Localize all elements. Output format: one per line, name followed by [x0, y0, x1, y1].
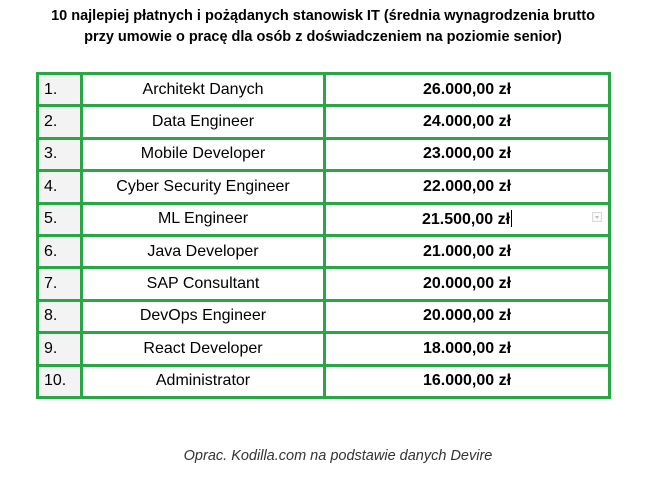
row-number-cell[interactable]: 4.	[36, 169, 83, 205]
table-row: 3. Mobile Developer 23.000,00 zł	[36, 136, 611, 173]
salary-cell[interactable]: 18.000,00 zł	[323, 331, 611, 367]
row-number-cell[interactable]: 1.	[36, 71, 83, 108]
salary-value: 21.500,00 zł	[421, 210, 511, 228]
table-row: 6. Java Developer 21.000,00 zł	[36, 233, 611, 270]
title-line-2: przy umowie o pracę dla osób z doświadcz…	[84, 29, 562, 45]
table-row: 1. Architekt Danych 26.000,00 zł	[36, 71, 611, 108]
table-row: 5. ML Engineer 21.500,00 zł	[36, 201, 611, 237]
salary-cell[interactable]: 16.000,00 zł	[323, 363, 611, 399]
table-row: 8. DevOps Engineer 20.000,00 zł	[36, 298, 611, 335]
page-title: 10 najlepiej płatnych i pożądanych stano…	[0, 6, 646, 48]
row-number-cell[interactable]: 2.	[36, 104, 83, 140]
row-number-cell[interactable]: 7.	[36, 266, 83, 302]
table-row: 9. React Developer 18.000,00 zł	[36, 331, 611, 367]
position-cell[interactable]: DevOps Engineer	[80, 298, 326, 335]
salary-cell-active[interactable]: 21.500,00 zł	[323, 201, 611, 237]
dropdown-arrow-icon[interactable]	[592, 211, 602, 222]
row-number-cell[interactable]: 9.	[36, 331, 83, 367]
salary-cell[interactable]: 22.000,00 zł	[323, 169, 611, 205]
title-line-1: 10 najlepiej płatnych i pożądanych stano…	[51, 8, 595, 24]
position-cell[interactable]: SAP Consultant	[80, 266, 326, 302]
salary-cell[interactable]: 20.000,00 zł	[323, 298, 611, 335]
salary-table: 1. Architekt Danych 26.000,00 zł 2. Data…	[36, 71, 611, 399]
table-row: 7. SAP Consultant 20.000,00 zł	[36, 266, 611, 302]
position-cell[interactable]: Data Engineer	[80, 104, 326, 140]
salary-cell[interactable]: 21.000,00 zł	[323, 233, 611, 270]
salary-cell[interactable]: 23.000,00 zł	[323, 136, 611, 173]
source-caption: Oprac. Kodilla.com na podstawie danych D…	[183, 448, 493, 464]
row-number-cell[interactable]: 6.	[36, 233, 83, 270]
table-row: 10. Administrator 16.000,00 zł	[36, 363, 611, 399]
salary-cell[interactable]: 20.000,00 zł	[323, 266, 611, 302]
position-cell[interactable]: Mobile Developer	[80, 136, 326, 173]
salary-cell[interactable]: 26.000,00 zł	[323, 71, 611, 108]
position-cell[interactable]: React Developer	[80, 331, 326, 367]
position-cell[interactable]: ML Engineer	[80, 201, 326, 237]
position-cell[interactable]: Administrator	[80, 363, 326, 399]
salary-cell[interactable]: 24.000,00 zł	[323, 104, 611, 140]
position-cell[interactable]: Architekt Danych	[80, 71, 326, 108]
row-number-cell[interactable]: 10.	[36, 363, 83, 399]
row-number-cell[interactable]: 8.	[36, 298, 83, 335]
text-cursor	[511, 209, 513, 227]
table-row: 2. Data Engineer 24.000,00 zł	[36, 104, 611, 140]
table-row: 4. Cyber Security Engineer 22.000,00 zł	[36, 169, 611, 205]
position-cell[interactable]: Cyber Security Engineer	[80, 169, 326, 205]
row-number-cell[interactable]: 5.	[36, 201, 83, 237]
position-cell[interactable]: Java Developer	[80, 233, 326, 270]
row-number-cell[interactable]: 3.	[36, 136, 83, 173]
